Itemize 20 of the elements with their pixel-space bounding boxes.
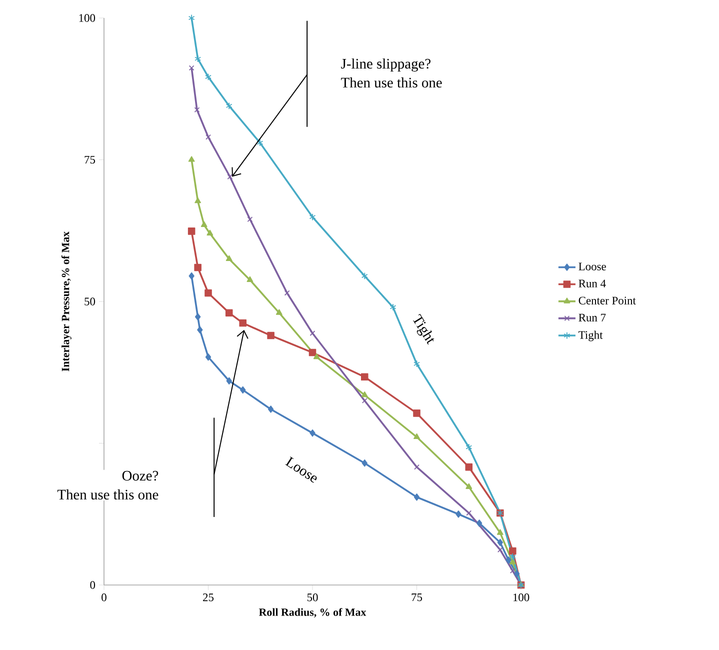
x-tick-label: 75 <box>412 594 422 602</box>
legend-label: Loose <box>578 262 606 270</box>
x-tick-label: 25 <box>203 594 214 602</box>
y-axis-title: Interlayer Pressure,% of Max <box>61 231 72 372</box>
x-axis-title: Roll Radius, % of Max <box>258 608 366 618</box>
annotation: Then use this one <box>341 77 442 88</box>
y-tick-label: 100 <box>79 14 96 22</box>
legend-label: Run 7 <box>578 314 606 322</box>
y-tick-label: 50 <box>84 298 96 306</box>
legend-label: Center Point <box>578 296 636 304</box>
annotation: Ooze? <box>122 470 158 481</box>
legend-label: Tight <box>578 330 603 342</box>
legend-label: Run 4 <box>578 280 606 288</box>
x-tick-label: 100 <box>513 594 530 602</box>
x-tick-label: 0 <box>102 594 106 602</box>
y-tick-label: 0 <box>90 581 96 589</box>
annotation: Then use this one <box>57 489 158 500</box>
x-tick-label: 50 <box>307 594 318 602</box>
annotation: J-line slippage? <box>341 58 430 72</box>
y-tick-label: 75 <box>84 156 96 164</box>
